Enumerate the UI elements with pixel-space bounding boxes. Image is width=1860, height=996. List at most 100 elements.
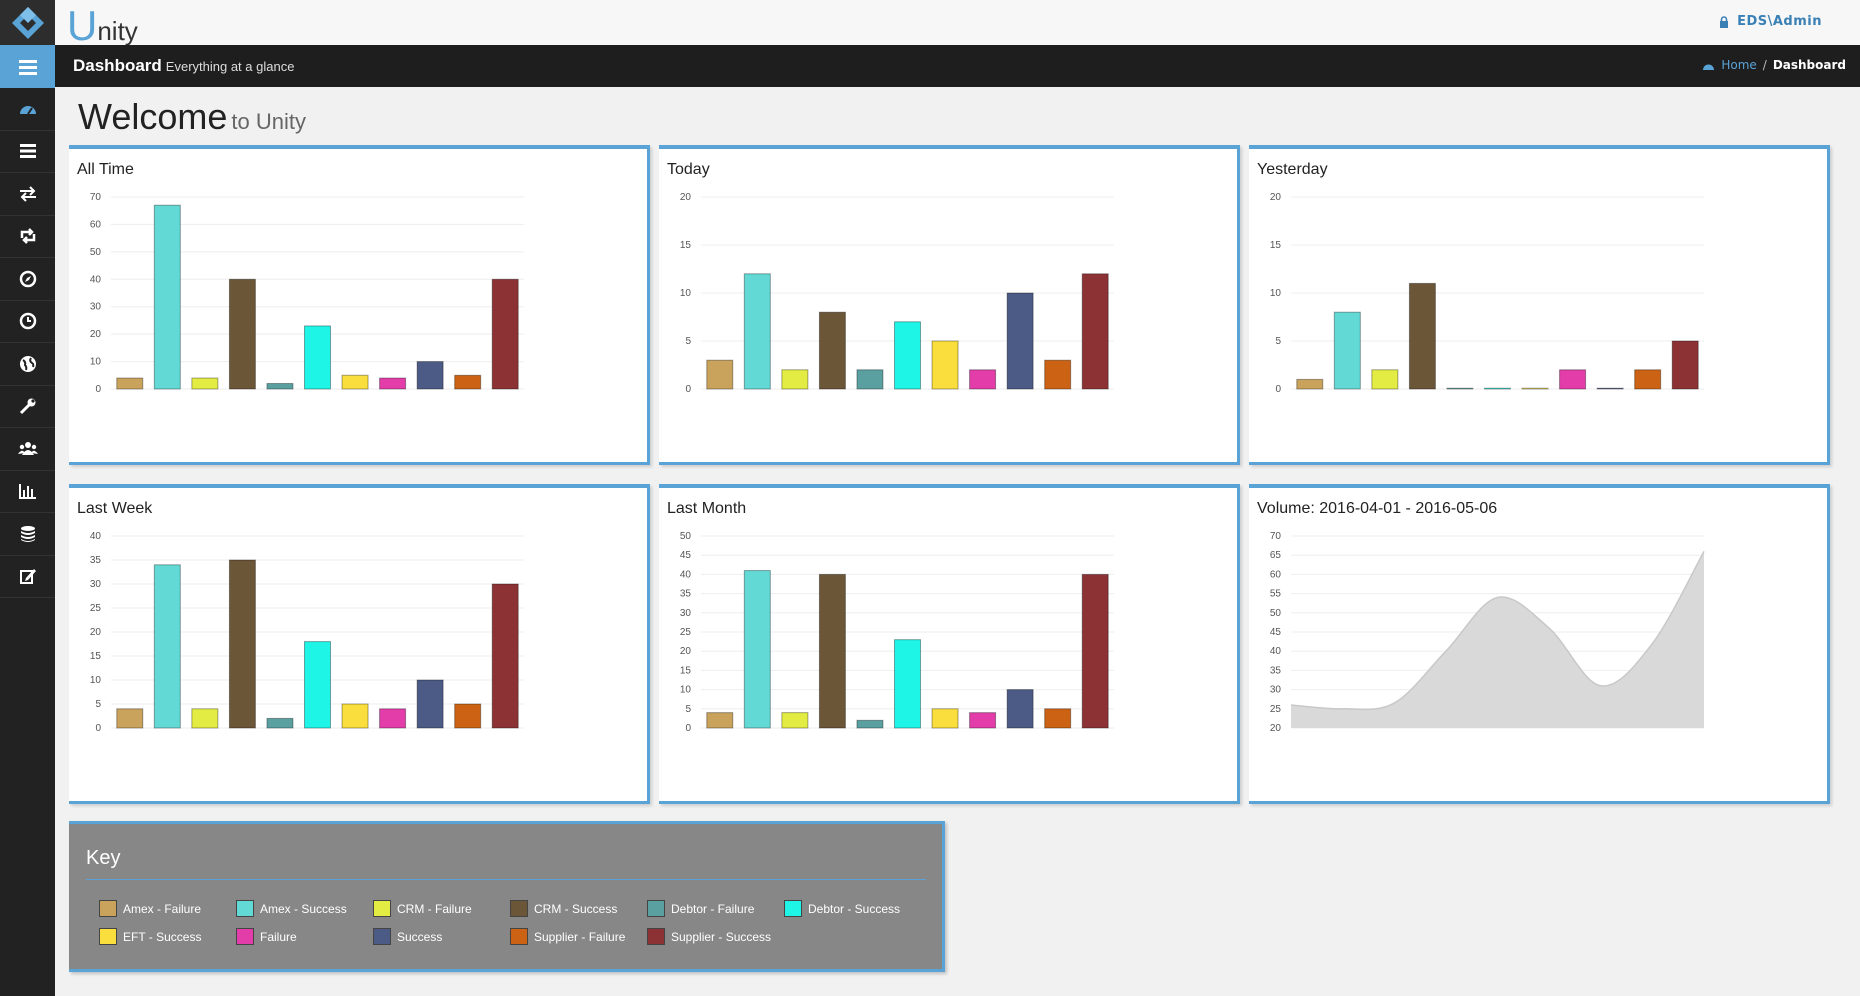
bar[interactable] — [1446, 387, 1474, 390]
chart-yesterday: 0 5 10 15 20 — [1270, 192, 1704, 395]
bar[interactable] — [191, 377, 219, 390]
y-tick-label: 0 — [1275, 384, 1281, 395]
nav-retweet[interactable] — [0, 216, 55, 258]
bar[interactable] — [706, 712, 734, 729]
y-tick-label: 40 — [680, 569, 692, 580]
key-swatch — [99, 928, 117, 945]
bar[interactable] — [116, 708, 144, 729]
nav-globe[interactable] — [0, 343, 55, 386]
bar[interactable] — [304, 641, 331, 729]
bar[interactable] — [818, 573, 846, 729]
lock-icon — [1720, 15, 1729, 28]
bar[interactable] — [1559, 369, 1587, 390]
key-swatch — [647, 900, 665, 917]
bar[interactable] — [1671, 340, 1699, 390]
nav-reports[interactable] — [0, 471, 55, 513]
wrench-icon — [19, 398, 35, 415]
bar[interactable] — [1296, 378, 1324, 390]
nav-edit[interactable] — [0, 556, 55, 598]
bar[interactable] — [1006, 689, 1034, 729]
key-swatch — [373, 900, 391, 917]
bar[interactable] — [1408, 282, 1436, 390]
bar[interactable] — [781, 712, 809, 729]
bar[interactable] — [1371, 369, 1399, 390]
y-tick-label: 0 — [685, 723, 691, 734]
bar[interactable] — [818, 311, 846, 390]
bar[interactable] — [931, 708, 959, 729]
bar[interactable] — [931, 340, 959, 390]
bar[interactable] — [1484, 387, 1511, 390]
bar[interactable] — [304, 325, 331, 390]
key-item: Debtor - Failure — [647, 900, 784, 917]
bar[interactable] — [706, 359, 734, 390]
nav-database[interactable] — [0, 513, 55, 556]
bar[interactable] — [1596, 387, 1624, 390]
y-tick-label: 5 — [685, 336, 691, 347]
nav-history[interactable] — [0, 301, 55, 343]
bar[interactable] — [1081, 273, 1109, 390]
bar[interactable] — [454, 703, 482, 729]
bar[interactable] — [454, 374, 482, 390]
key-divider — [86, 879, 926, 880]
bar[interactable] — [341, 703, 369, 729]
key-item: EFT - Success — [99, 928, 236, 945]
chart-last-month: 0 5 10 15 20 25 30 35 40 45 50 — [680, 531, 1114, 734]
bar[interactable] — [266, 717, 294, 729]
chart-today: 0 5 10 15 20 — [680, 192, 1114, 395]
key-item: Supplier - Failure — [510, 928, 647, 945]
bar[interactable] — [969, 712, 997, 729]
database-icon — [20, 525, 35, 542]
key-swatch — [236, 900, 254, 917]
dashboard-icon — [1703, 64, 1715, 70]
bar[interactable] — [894, 639, 921, 729]
bar[interactable] — [856, 369, 884, 390]
bar[interactable] — [341, 374, 369, 390]
bar[interactable] — [379, 377, 407, 390]
nav-tools[interactable] — [0, 386, 55, 428]
y-tick-label: 55 — [1270, 589, 1282, 600]
key-item: Failure — [236, 928, 373, 945]
bar[interactable] — [491, 583, 519, 729]
bar[interactable] — [379, 708, 407, 729]
bar[interactable] — [153, 564, 181, 729]
chart-title: Last Month — [667, 500, 747, 517]
bar[interactable] — [1081, 573, 1109, 729]
bar[interactable] — [1634, 369, 1662, 390]
user-menu[interactable]: EDS\Admin — [1719, 14, 1822, 29]
breadcrumb: Home / Dashboard — [1702, 58, 1846, 72]
bar[interactable] — [743, 273, 771, 390]
bar[interactable] — [153, 204, 181, 390]
bar-chart-icon — [18, 484, 36, 500]
bar[interactable] — [1044, 359, 1072, 390]
bar[interactable] — [781, 369, 809, 390]
breadcrumb-home-link[interactable]: Home — [1721, 58, 1757, 72]
bar[interactable] — [969, 369, 997, 390]
volume-line — [1290, 550, 1705, 711]
bar[interactable] — [416, 361, 444, 390]
bar[interactable] — [266, 383, 294, 390]
nav-compass[interactable] — [0, 258, 55, 301]
nav-dashboard[interactable] — [0, 88, 55, 131]
key-item: Amex - Success — [236, 900, 373, 917]
nav-list[interactable] — [0, 131, 55, 173]
bar[interactable] — [116, 377, 144, 390]
app-logo[interactable] — [0, 0, 55, 45]
bar[interactable] — [1333, 311, 1361, 390]
menu-toggle-button[interactable] — [0, 45, 55, 88]
bar[interactable] — [743, 570, 771, 729]
bar[interactable] — [228, 278, 256, 390]
nav-transfers[interactable] — [0, 173, 55, 216]
y-tick-label: 0 — [95, 723, 101, 734]
bar[interactable] — [1521, 387, 1549, 390]
bar[interactable] — [491, 278, 519, 390]
nav-users[interactable] — [0, 428, 55, 471]
y-tick-label: 20 — [90, 329, 102, 340]
bar[interactable] — [228, 559, 256, 729]
bar[interactable] — [894, 321, 921, 390]
bar[interactable] — [856, 719, 884, 729]
bar[interactable] — [1044, 708, 1072, 729]
bar[interactable] — [1006, 292, 1034, 390]
brand-wordmark[interactable]: Unity — [67, 2, 138, 50]
bar[interactable] — [191, 708, 219, 729]
bar[interactable] — [416, 679, 444, 729]
